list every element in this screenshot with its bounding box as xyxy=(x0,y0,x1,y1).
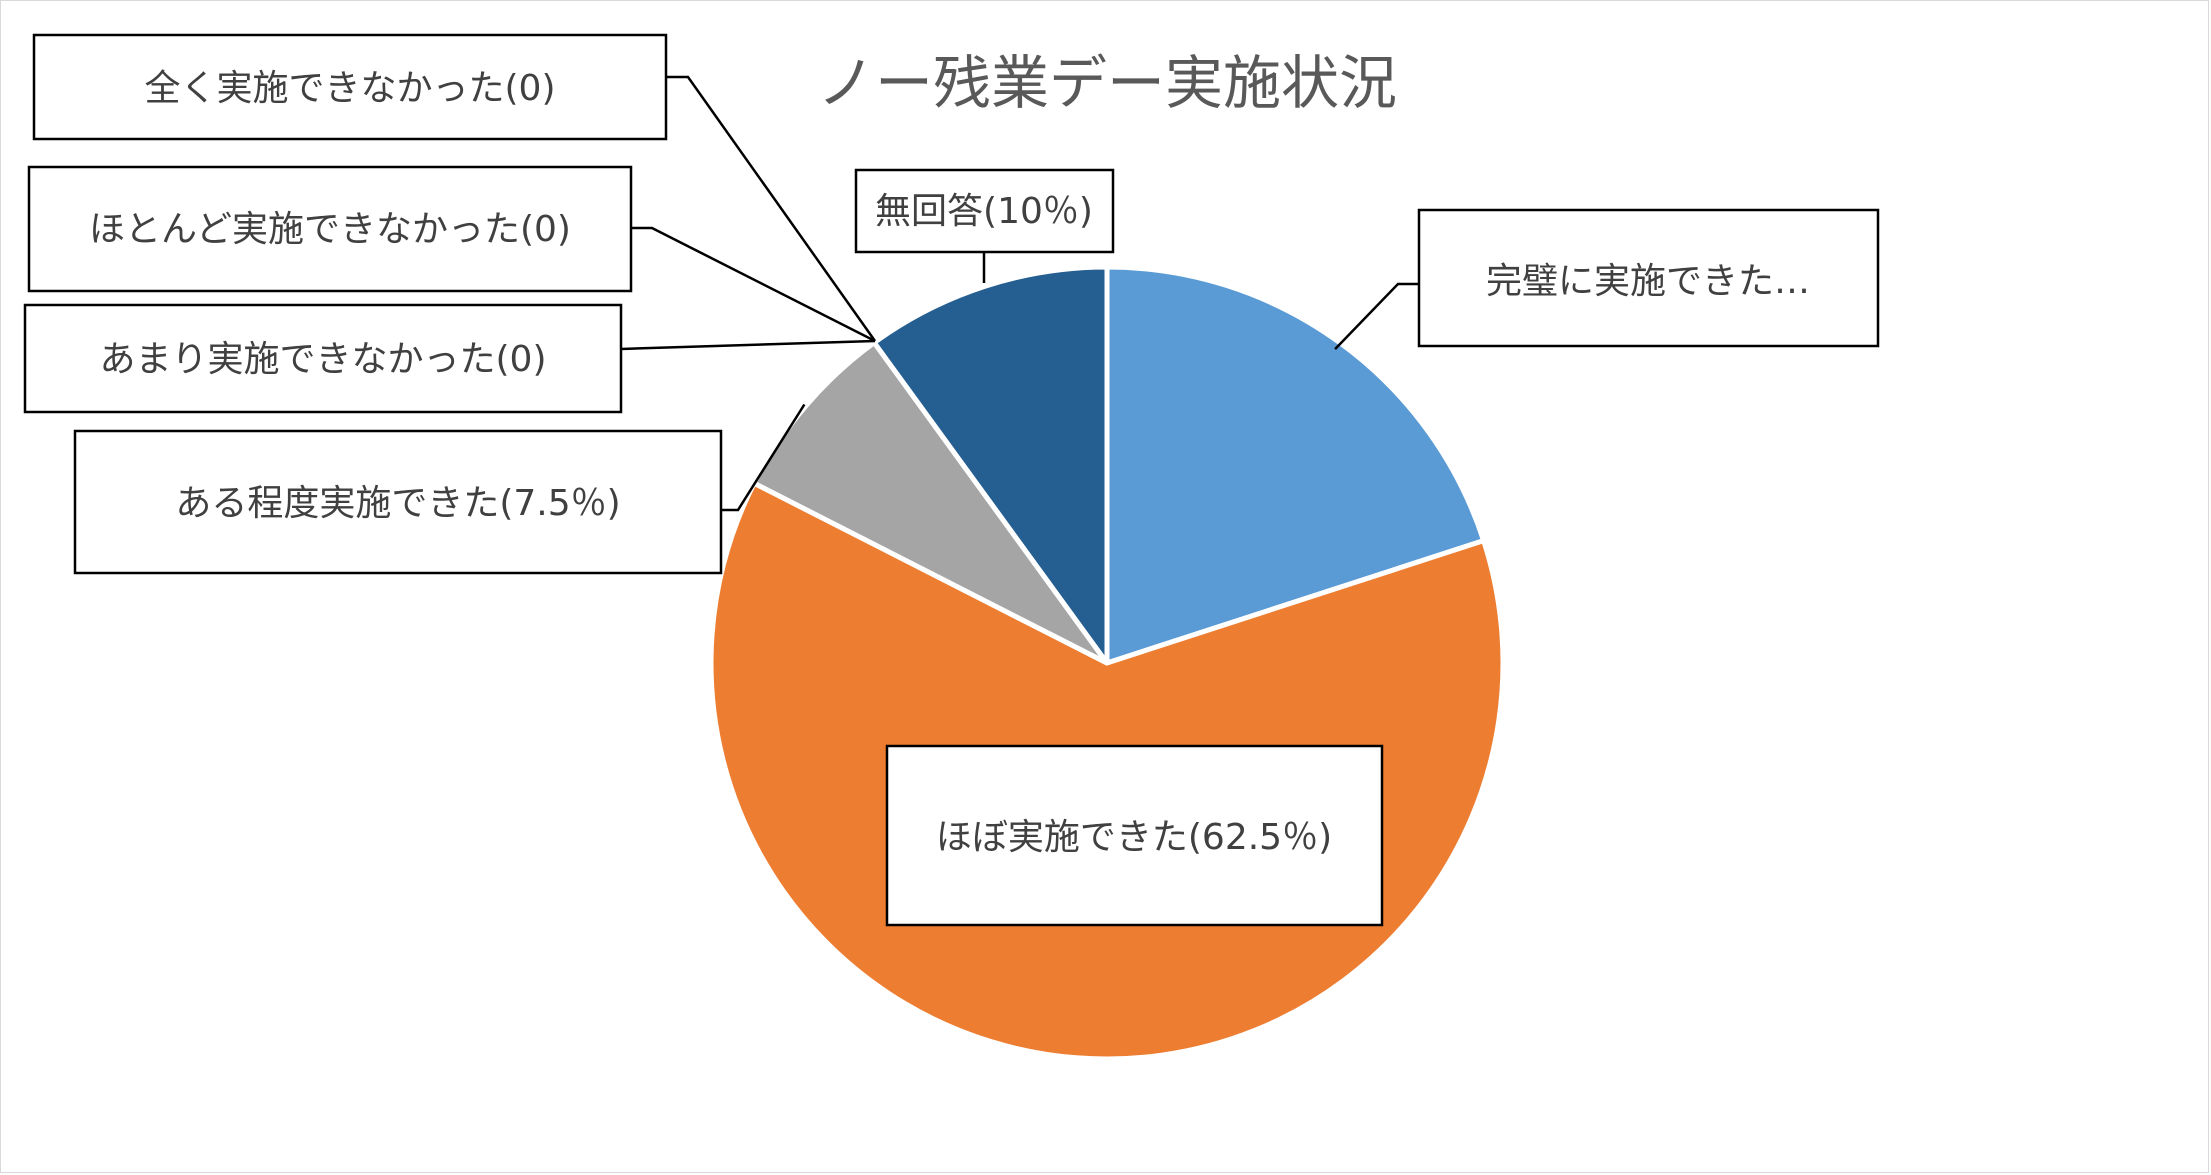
data-label-box-4 xyxy=(27,165,633,293)
pie-slices xyxy=(708,264,1506,1062)
data-label-4: ほとんど実施できなかった(0) xyxy=(89,209,571,250)
leader-line-5 xyxy=(666,75,877,342)
data-label-box-3 xyxy=(23,303,623,414)
data-label-box-5 xyxy=(32,33,668,141)
data-labels: 完璧に実施できた… ほぼ実施できた(62.5％) ある程度実施できた(7.5％) あま… xyxy=(23,33,1880,927)
data-label-0: 完璧に実施できた… xyxy=(1486,261,1810,302)
data-label-5: 全く実施できなかった(0) xyxy=(145,68,556,109)
data-label-box-2 xyxy=(73,429,723,575)
leader-line-4 xyxy=(631,226,876,343)
data-label-1: ほぼ実施できた(62.5％) xyxy=(936,817,1332,858)
chart-title: ノー残業デー実施状況 xyxy=(817,49,1397,117)
data-label-box-6 xyxy=(854,168,1115,254)
leader-line-0 xyxy=(1334,282,1419,350)
leader-line-2 xyxy=(721,403,806,512)
leader-lines xyxy=(620,75,1419,512)
data-label-box-0 xyxy=(1417,208,1880,348)
pie-slice-2 xyxy=(751,340,1110,666)
pie-slice-6 xyxy=(871,264,1110,666)
data-label-2: ある程度実施できた(7.5％) xyxy=(175,483,620,524)
leader-line-3 xyxy=(620,339,876,351)
data-label-6: 無回答(10％) xyxy=(875,191,1093,232)
data-label-box-1 xyxy=(885,744,1384,927)
data-label-3: あまり実施できなかった(0) xyxy=(100,339,547,380)
